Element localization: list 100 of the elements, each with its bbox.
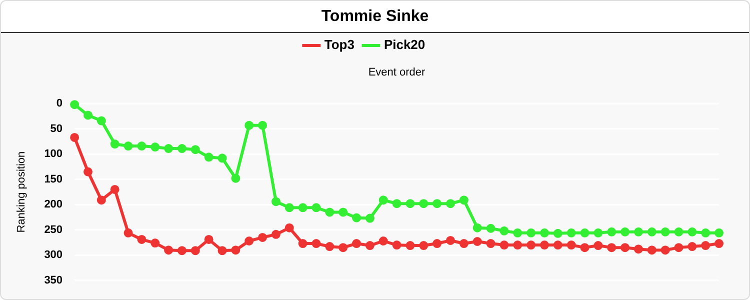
point: [96, 196, 106, 205]
point: [526, 228, 536, 238]
point: [634, 244, 643, 254]
point: [83, 167, 92, 176]
point: [432, 239, 442, 248]
point: [258, 120, 268, 130]
point: [660, 227, 670, 236]
legend-label: Top3: [324, 37, 354, 52]
point: [338, 208, 348, 217]
point: [566, 240, 576, 250]
y-tick-label: 100: [44, 148, 63, 160]
point: [486, 224, 496, 233]
point: [218, 246, 227, 256]
point: [150, 142, 160, 152]
point: [312, 239, 321, 248]
point: [378, 236, 388, 246]
x-axis-title: Event order: [368, 66, 426, 79]
point: [500, 240, 509, 250]
point: [83, 110, 92, 120]
point: [271, 230, 280, 239]
y-tick-label: 250: [44, 224, 63, 236]
point: [284, 223, 294, 232]
point: [177, 246, 186, 256]
point: [164, 144, 174, 154]
point: [96, 116, 106, 126]
point: [378, 196, 388, 205]
chart-title: Tommie Sinke: [1, 1, 749, 33]
point: [714, 239, 724, 248]
point: [150, 238, 160, 248]
point: [714, 228, 724, 238]
point: [325, 208, 334, 217]
point: [594, 241, 603, 250]
point: [137, 234, 146, 244]
point: [701, 228, 710, 238]
point: [594, 228, 603, 238]
point: [620, 227, 630, 236]
point: [513, 228, 522, 238]
point: [580, 228, 590, 238]
point: [459, 196, 468, 205]
point: [540, 240, 549, 250]
point: [392, 240, 402, 250]
y-axis-title: Ranking position: [16, 151, 28, 233]
point: [620, 243, 630, 252]
point: [472, 237, 482, 246]
point: [607, 243, 616, 252]
legend-label: Pick20: [384, 37, 426, 52]
point: [526, 240, 536, 250]
point: [406, 241, 415, 250]
point: [204, 234, 214, 244]
point: [298, 203, 308, 212]
point: [312, 203, 321, 212]
point: [688, 242, 697, 252]
point: [446, 199, 455, 208]
point: [110, 184, 120, 194]
point: [352, 239, 361, 248]
point: [124, 228, 133, 238]
point: [365, 214, 374, 223]
point: [406, 199, 415, 208]
point: [110, 140, 120, 149]
point: [338, 243, 348, 252]
y-tick-label: 200: [44, 198, 63, 211]
point: [419, 199, 428, 208]
point: [271, 197, 280, 206]
y-tick-label: 0: [56, 98, 63, 110]
point: [352, 213, 361, 222]
point: [688, 227, 697, 236]
point: [432, 199, 442, 208]
point: [365, 241, 374, 250]
point: [244, 120, 254, 130]
point: [392, 199, 402, 208]
y-tick-label: 150: [44, 173, 63, 186]
point: [177, 144, 186, 154]
point: [553, 240, 562, 250]
point: [513, 240, 522, 250]
point: [553, 228, 562, 238]
point: [472, 223, 482, 232]
point: [190, 246, 200, 256]
point: [204, 152, 214, 162]
point: [486, 239, 496, 248]
point: [459, 239, 468, 248]
point: [607, 227, 616, 236]
point: [164, 246, 174, 255]
point: [674, 227, 684, 236]
point: [258, 232, 268, 242]
point: [500, 226, 509, 236]
point: [701, 241, 710, 250]
point: [566, 228, 576, 238]
point: [70, 132, 80, 142]
point: [298, 239, 308, 248]
point: [634, 227, 643, 236]
point: [580, 243, 590, 252]
point: [674, 243, 684, 252]
point: [325, 242, 334, 252]
point: [419, 241, 428, 250]
y-tick-label: 300: [44, 249, 63, 262]
y-tick-label: 50: [50, 122, 63, 135]
point: [231, 246, 240, 255]
point: [446, 236, 455, 245]
point: [218, 154, 227, 163]
point: [190, 145, 200, 154]
